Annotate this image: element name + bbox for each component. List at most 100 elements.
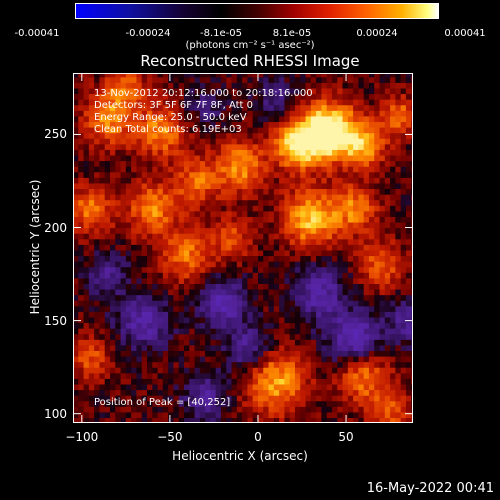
- heatmap-cell: [374, 182, 381, 190]
- heatmap-cell: [247, 166, 254, 173]
- heatmap-cell: [131, 261, 138, 268]
- heatmap-cell: [205, 400, 211, 407]
- heatmap-cell: [78, 233, 85, 240]
- heatmap-cell: [331, 149, 338, 156]
- heatmap-cell: [384, 99, 391, 106]
- heatmap-cell: [88, 266, 95, 273]
- heatmap-cell: [73, 132, 79, 139]
- heatmap-cell: [157, 249, 164, 257]
- heatmap-cell: [400, 143, 407, 150]
- heatmap-cell: [342, 288, 349, 296]
- heatmap-cell: [405, 166, 412, 173]
- heatmap-cell: [395, 355, 402, 363]
- heatmap-cell: [294, 294, 301, 301]
- heatmap-cell: [273, 138, 280, 145]
- heatmap-cell: [284, 138, 291, 145]
- heatmap-cell: [104, 261, 111, 268]
- heatmap-cell: [279, 400, 285, 407]
- heatmap-cell: [353, 87, 359, 95]
- heatmap-cell: [162, 355, 169, 363]
- heatmap-cell: [162, 149, 169, 156]
- heatmap-cell: [321, 249, 328, 257]
- heatmap-cell: [226, 82, 233, 89]
- heatmap-cell: [247, 210, 254, 217]
- heatmap-cell: [242, 411, 248, 419]
- heatmap-cell: [326, 227, 333, 234]
- heatmap-cell: [210, 361, 217, 368]
- heatmap-cell: [168, 261, 175, 268]
- heatmap-cell: [141, 261, 148, 268]
- heatmap-cell: [321, 154, 328, 162]
- heatmap-cell: [236, 221, 243, 229]
- heatmap-cell: [173, 283, 180, 290]
- heatmap-cell: [236, 249, 243, 257]
- heatmap-cell: [284, 182, 291, 190]
- heatmap-cell: [162, 121, 169, 128]
- heatmap-cell: [157, 255, 164, 262]
- heatmap-cell: [390, 288, 396, 296]
- heatmap-cell: [252, 266, 259, 273]
- heatmap-cell: [146, 333, 153, 340]
- heatmap-cell: [157, 182, 164, 190]
- heatmap-cell: [189, 126, 196, 134]
- heatmap-cell: [279, 177, 285, 184]
- heatmap-cell: [205, 255, 211, 262]
- heatmap-cell: [215, 288, 222, 296]
- heatmap-cell: [215, 249, 222, 257]
- heatmap-cell: [215, 132, 222, 139]
- heatmap-cell: [83, 238, 90, 245]
- heatmap-cell: [284, 367, 291, 374]
- heatmap-cell: [337, 283, 344, 290]
- heatmap-cell: [104, 205, 111, 212]
- heatmap-cell: [242, 194, 248, 201]
- heatmap-cell: [400, 110, 407, 117]
- heatmap-cell: [157, 395, 164, 402]
- heatmap-cell: [125, 305, 132, 312]
- heatmap-cell: [326, 233, 333, 240]
- heatmap-cell: [289, 288, 296, 296]
- heatmap-cell: [390, 255, 396, 262]
- heatmap-cell: [405, 121, 412, 128]
- heatmap-cell: [310, 244, 317, 251]
- heatmap-cell: [120, 400, 127, 407]
- heatmap-cell: [104, 305, 111, 312]
- heatmap-cell: [294, 350, 301, 357]
- heatmap-cell: [321, 383, 328, 391]
- heatmap-cell: [215, 367, 222, 374]
- heatmap-cell: [390, 87, 396, 95]
- heatmap-cell: [99, 244, 106, 251]
- heatmap-cell: [78, 288, 85, 296]
- heatmap-cell: [231, 244, 238, 251]
- heatmap-cell: [279, 199, 285, 206]
- heatmap-cell: [342, 355, 349, 363]
- heatmap-cell: [279, 149, 285, 156]
- heatmap-cell: [78, 383, 85, 391]
- heatmap-cell: [347, 227, 354, 234]
- heatmap-cell: [231, 277, 238, 284]
- heatmap-cell: [300, 272, 307, 279]
- heatmap-cell: [131, 227, 138, 234]
- heatmap-cell: [289, 378, 296, 385]
- heatmap-cell: [257, 199, 264, 206]
- heatmap-cell: [94, 411, 101, 419]
- heatmap-cell: [73, 115, 79, 123]
- heatmap-cell: [257, 266, 264, 273]
- heatmap-cell: [300, 305, 307, 312]
- heatmap-cell: [242, 378, 248, 385]
- heatmap-cell: [353, 322, 359, 329]
- heatmap-cell: [294, 76, 301, 83]
- heatmap-cell: [263, 171, 270, 178]
- heatmap-cell: [109, 194, 116, 201]
- heatmap-cell: [94, 182, 101, 190]
- heatmap-cell: [131, 87, 138, 95]
- heatmap-cell: [194, 378, 201, 385]
- heatmap-cell: [136, 367, 143, 374]
- heatmap-cell: [337, 160, 344, 167]
- heatmap-cell: [400, 288, 407, 296]
- heatmap-cell: [405, 372, 412, 379]
- heatmap-cell: [331, 249, 338, 257]
- heatmap-cell: [252, 305, 259, 312]
- heatmap-cell: [279, 344, 285, 351]
- heatmap-cell: [252, 143, 259, 150]
- heatmap-cell: [194, 255, 201, 262]
